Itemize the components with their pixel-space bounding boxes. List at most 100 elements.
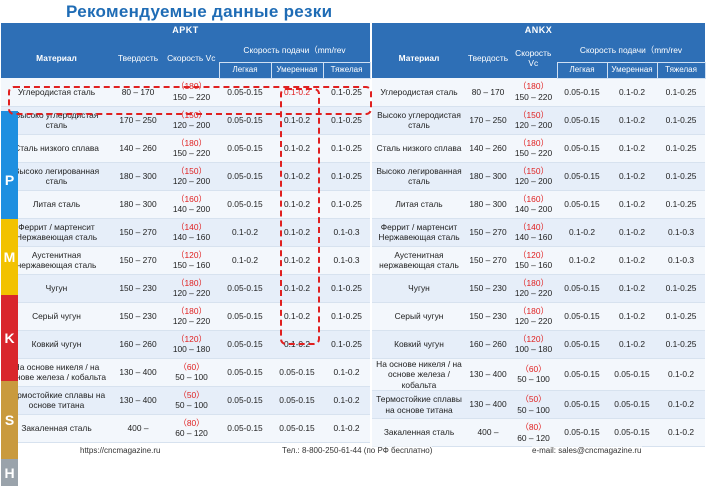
hardness-cell: 80 – 170 [112,78,164,107]
feed-heavy-cell: 0.1-0.2 [657,390,706,419]
feed-medium-cell: 0.1-0.2 [271,134,323,163]
feed-heavy-cell: 0.1-0.2 [657,418,706,447]
speed-range: 60 – 120 [175,428,208,438]
material-cell: Углеродистая сталь [372,78,466,107]
feed-light-cell: 0.05-0.15 [557,302,607,331]
hardness-cell: 180 – 300 [112,162,164,191]
feed-light-cell: 0.05-0.15 [219,190,271,219]
speed-range: 120 – 200 [172,120,211,130]
header-feed: Скорость подачи（mm/rev [557,38,706,62]
feed-heavy-cell: 0.1-0.25 [657,302,706,331]
feed-light-cell: 0.05-0.15 [219,134,271,163]
class-s-badge: S [1,381,18,459]
header-light: Легкая [218,61,272,79]
speed-range: 140 – 200 [514,204,553,214]
header-material: Материал [1,38,112,78]
speed-range: 120 – 220 [514,316,553,326]
speed-cell: （120） 150 – 160 [510,246,557,275]
feed-heavy-cell: 0.1-0.25 [323,78,371,107]
speed-recommended: （120） [176,333,207,344]
highlight-row-outline [8,86,372,115]
material-cell: Термостойкие сплавы на основе титана [372,390,466,419]
speed-cell: （160） 140 – 200 [164,190,219,219]
hardness-cell: 150 – 270 [112,218,164,247]
material-cell: На основе никеля / на основе железа / ко… [1,358,112,387]
feed-heavy-cell: 0.1-0.3 [323,218,371,247]
feed-medium-cell: 0.1-0.2 [607,330,657,359]
speed-range: 120 – 200 [172,176,211,186]
table-row: Серый чугун 150 – 230 （180） 120 – 220 0.05-0… [372,302,706,331]
class-h-badge: H [1,459,18,486]
speed-range: 150 – 220 [514,148,553,158]
feed-heavy-cell: 0.1-0.25 [657,134,706,163]
table-row: Чугун 150 – 230 （180） 120 – 220 0.05-0.15 0.1… [372,274,706,303]
class-m-badge: M [1,219,18,295]
hardness-cell: 130 – 400 [466,358,510,391]
table-row: На основе никеля / на основе железа / ко… [1,358,371,387]
table-row: Аустенитная нержавеющая сталь 150 – 270 （1… [1,246,371,275]
speed-recommended: （180） [176,277,207,288]
feed-medium-cell: 0.1-0.2 [271,274,323,303]
speed-range: 100 – 180 [514,344,553,354]
feed-heavy-cell: 0.1-0.3 [657,218,706,247]
speed-recommended: （50） [520,394,547,404]
speed-cell: （50） 50 – 100 [510,390,557,419]
ankx-brand: ANKX [372,23,706,38]
feed-light-cell: 0.05-0.15 [557,78,607,107]
header-speed: Скорость Vc [510,38,557,78]
speed-cell: （80） 60 – 120 [510,418,557,447]
table-row: Ковкий чугун 160 – 260 （120） 100 – 180 0.05-… [372,330,706,359]
speed-recommended: （180） [518,277,549,288]
header-medium: Умеренная [270,61,324,79]
speed-cell: （180） 150 – 220 [164,78,219,107]
table-row: На основе никеля / на основе железа / ко… [372,358,706,391]
table-row: Чугун 150 – 230 （180） 120 – 220 0.05-0.15 0.1… [1,274,371,303]
feed-light-cell: 0.1-0.2 [219,246,271,275]
hardness-cell: 160 – 260 [112,330,164,359]
speed-cell: （180） 120 – 220 [164,302,219,331]
ankx-table: ANKX Материал Твердость Скорость Vc Скор… [372,23,706,447]
material-cell: Высоко легированная сталь [372,162,466,191]
footer-email[interactable]: e-mail: sales@cncmagazine.ru [532,446,642,455]
feed-light-cell: 0.1-0.2 [219,218,271,247]
feed-light-cell: 0.05-0.15 [219,358,271,387]
feed-heavy-cell: 0.1-0.25 [657,78,706,107]
table-row: Аустенитная нержавеющая сталь 150 – 270 （1… [372,246,706,275]
table-row: Серый чугун 150 – 230 （180） 120 – 220 0.05-0… [1,302,371,331]
feed-heavy-cell: 0.1-0.25 [657,162,706,191]
feed-medium-cell: 0.05-0.15 [607,390,657,419]
feed-medium-cell: 0.1-0.2 [607,274,657,303]
hardness-cell: 180 – 300 [112,190,164,219]
feed-light-cell: 0.05-0.15 [557,358,607,391]
speed-range: 150 – 160 [514,260,553,270]
hardness-cell: 180 – 300 [466,190,510,219]
material-cell: Феррит / мартенсит Нержавеющая сталь [372,218,466,247]
speed-recommended: （50） [178,389,205,400]
speed-cell: （180） 120 – 220 [164,274,219,303]
speed-cell: （150） 120 – 200 [164,162,219,191]
table-row: Феррит / мартенсит Нержавеющая сталь 150 … [1,218,371,247]
feed-medium-cell: 0.1-0.2 [607,302,657,331]
speed-cell: （180） 120 – 220 [510,274,557,303]
material-cell: На основе никеля / на основе железа / ко… [372,358,466,391]
feed-light-cell: 0.05-0.15 [557,418,607,447]
speed-range: 140 – 200 [172,204,211,214]
speed-range: 120 – 220 [172,288,211,298]
feed-medium-cell: 0.1-0.2 [271,302,323,331]
speed-recommended: （180） [518,305,549,316]
feed-medium-cell: 0.1-0.2 [271,218,323,247]
hardness-cell: 150 – 230 [466,274,510,303]
feed-heavy-cell: 0.1-0.25 [323,134,371,163]
material-cell: Чугун [1,274,112,303]
speed-cell: （120） 150 – 160 [164,246,219,275]
material-cell: Литая сталь [372,190,466,219]
footer-site[interactable]: https://cncmagazine.ru [80,446,161,455]
hardness-cell: 150 – 230 [112,302,164,331]
speed-recommended: （60） [520,363,547,374]
speed-cell: （120） 100 – 180 [510,330,557,359]
table-row: Феррит / мартенсит Нержавеющая сталь 150 … [372,218,706,247]
speed-recommended: （160） [176,193,207,204]
material-cell: Литая сталь [1,190,112,219]
feed-medium-cell: 0.1-0.2 [607,162,657,191]
speed-recommended: （140） [518,221,549,232]
